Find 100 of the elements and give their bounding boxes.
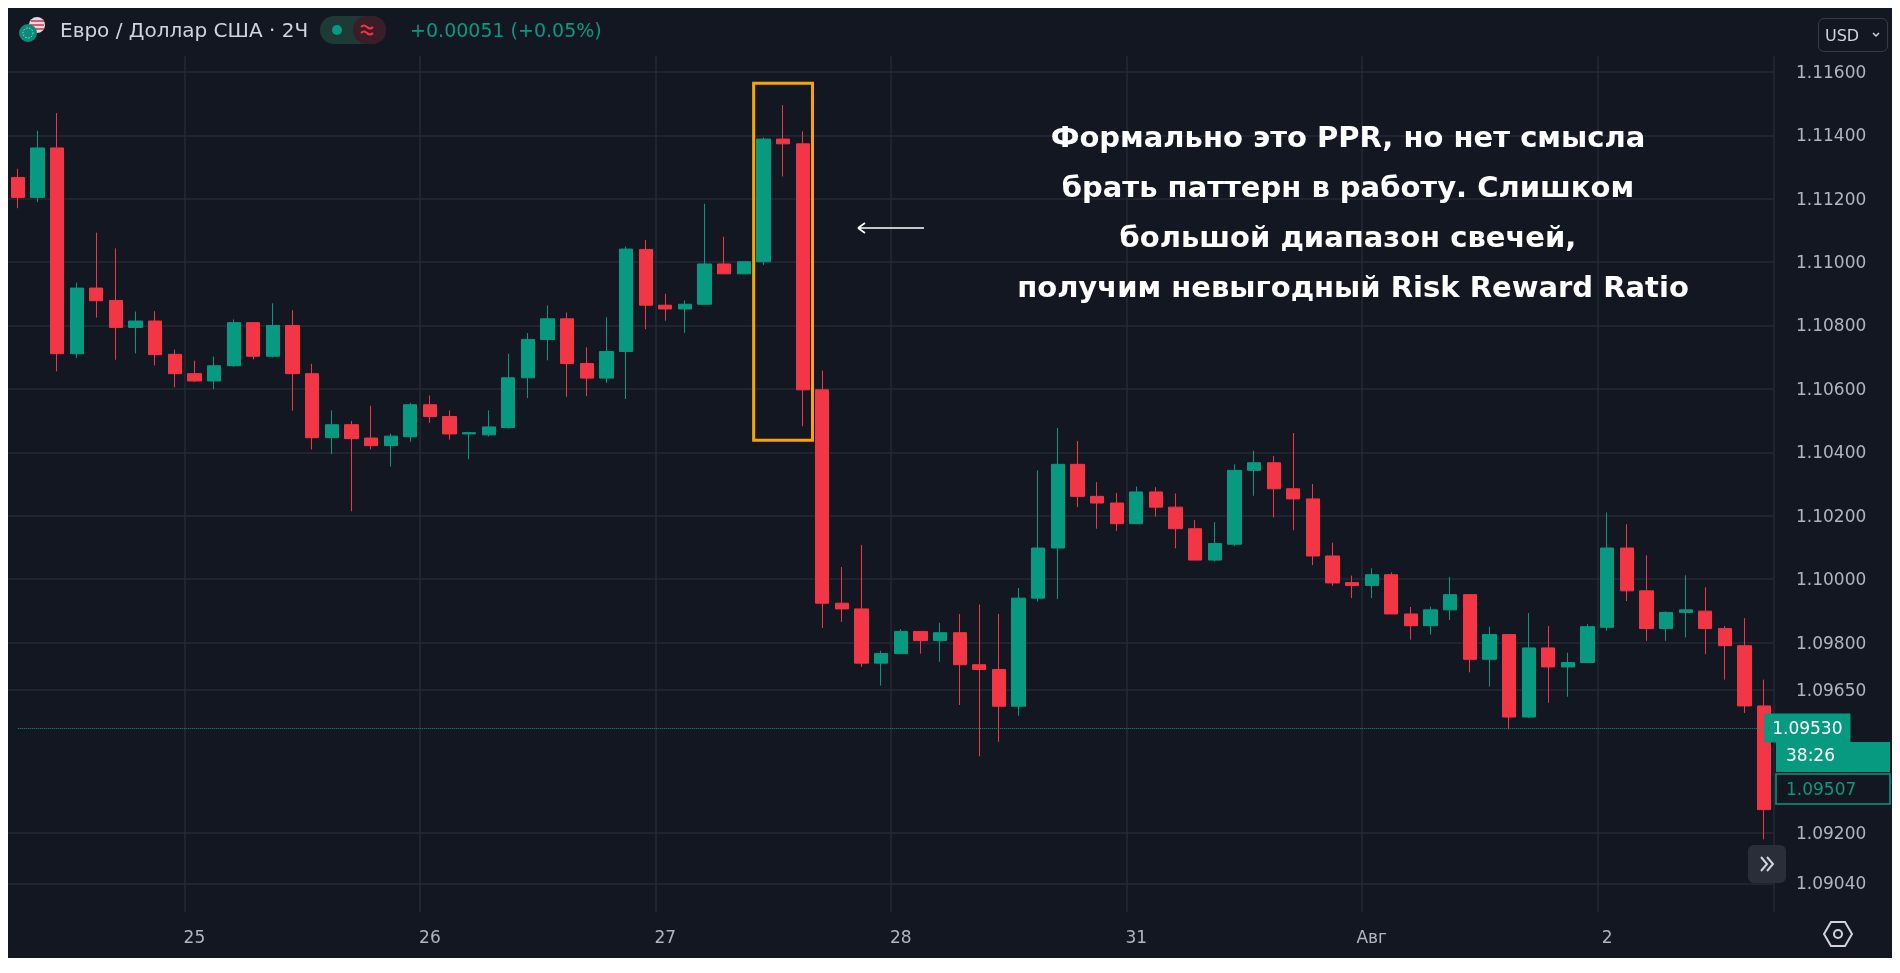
candlestick <box>776 104 790 177</box>
candlestick <box>717 236 731 275</box>
candlestick <box>1325 542 1340 587</box>
candlestick <box>403 402 417 443</box>
y-tick-label: 1.09800 <box>1796 632 1867 653</box>
candlestick <box>894 628 908 655</box>
candlestick <box>540 305 555 361</box>
candlestick <box>70 282 84 359</box>
x-tick-label: 25 <box>183 926 206 947</box>
candlestick <box>1188 519 1202 561</box>
text: USD <box>1825 25 1860 45</box>
text: 38:26 <box>1786 744 1835 765</box>
candlestick <box>187 360 202 383</box>
candlestick <box>835 566 849 623</box>
candlestick <box>1679 574 1693 638</box>
candlestick <box>1384 571 1398 615</box>
candlestick <box>1737 617 1752 714</box>
candlestick <box>658 293 672 322</box>
candlestick <box>1208 521 1222 562</box>
candlestick <box>1502 634 1516 730</box>
y-tick-label: 1.09040 <box>1796 873 1867 894</box>
candlestick <box>423 395 437 424</box>
text: 1.09507 <box>1786 778 1857 799</box>
candlestick <box>1090 481 1104 530</box>
candlestick <box>737 261 751 275</box>
candlestick <box>913 630 928 655</box>
candlestick <box>992 613 1006 743</box>
y-tick-label: 1.11200 <box>1796 188 1867 209</box>
annotation: Формально это PPR, но нет смысла брать паттерн в работу. Слишком большой диапазон свечей, получим невыгодный Risk Reward Ratio <box>1017 120 1689 304</box>
x-tick-label: 2 <box>1601 926 1613 947</box>
y-tick-label: 1.10800 <box>1796 315 1867 336</box>
y-tick-label: 1.10000 <box>1796 569 1867 590</box>
candlestick <box>1522 612 1536 719</box>
candlestick <box>1561 652 1575 698</box>
y-tick-label: 1.09200 <box>1796 822 1867 843</box>
candlestick <box>89 232 103 319</box>
candlestick <box>1443 576 1457 621</box>
x-tick-label: 26 <box>419 926 441 947</box>
y-tick-label: 1.10600 <box>1796 378 1867 399</box>
candlestick <box>482 409 496 437</box>
candlestick <box>1639 554 1654 642</box>
ref-line-label: 1.09530 <box>1772 718 1843 739</box>
candlestick <box>305 363 319 450</box>
candlestick <box>168 349 182 388</box>
y-tick-label: 1.11400 <box>1796 125 1867 146</box>
candlestick <box>442 409 457 441</box>
candlestick <box>1227 463 1242 547</box>
candlestick <box>619 246 633 400</box>
candlestick <box>874 650 888 687</box>
candlestick <box>697 203 712 305</box>
candlestick <box>50 112 64 372</box>
candlestick <box>325 409 339 455</box>
candlestick <box>854 544 869 668</box>
candlestick <box>1168 493 1183 549</box>
candlestick <box>266 302 280 358</box>
candlestick <box>1129 486 1143 525</box>
candlestick <box>1463 594 1477 673</box>
candlestick <box>756 136 771 266</box>
candlestick <box>1011 587 1026 717</box>
candlestick <box>1286 432 1300 531</box>
y-tick-label: 1.10200 <box>1796 505 1867 526</box>
candlestick <box>1718 625 1732 681</box>
candlestick <box>796 130 810 427</box>
candlestick <box>227 318 241 368</box>
candlestick <box>1580 623 1595 663</box>
candlestick <box>344 420 359 512</box>
candlestick <box>501 353 515 430</box>
candlestick <box>1267 455 1281 518</box>
candlestick <box>521 332 535 399</box>
y-tick-label: 1.10400 <box>1796 442 1867 463</box>
x-tick-label: Авг <box>1356 926 1388 947</box>
candlestick <box>364 405 378 450</box>
candlestick <box>1659 610 1673 642</box>
candlestick <box>1070 440 1085 508</box>
candlestick <box>933 622 947 663</box>
candlestick <box>560 311 574 398</box>
x-tick-label: 28 <box>889 926 912 947</box>
candlestick <box>1306 483 1320 566</box>
candlestick <box>815 370 829 629</box>
candlestick <box>1423 606 1438 636</box>
candlestick <box>1482 626 1497 688</box>
candlestick <box>599 316 614 384</box>
candlestick <box>462 431 476 460</box>
candlestick <box>1149 486 1163 518</box>
candlestick <box>580 346 594 397</box>
candlestick <box>1365 567 1379 599</box>
chart-title: Евро / Доллар США · 2Ч <box>60 18 309 42</box>
x-tick-label: 31 <box>1125 926 1148 947</box>
candlestick <box>1698 586 1712 655</box>
candlestick <box>678 299 692 334</box>
chart-subtitle: +0.00051 (+0.05%) <box>410 19 602 41</box>
x-tick-label: 27 <box>654 926 677 947</box>
candlestick <box>148 310 162 366</box>
y-tick-label: 1.11600 <box>1796 61 1867 82</box>
y-tick-label: 1.09650 <box>1796 680 1867 701</box>
candlestick <box>11 168 25 209</box>
y-tick-label: 1.11000 <box>1796 252 1867 273</box>
candlestick <box>1345 575 1359 599</box>
candlestick <box>1404 606 1418 641</box>
candlestick <box>639 239 653 330</box>
